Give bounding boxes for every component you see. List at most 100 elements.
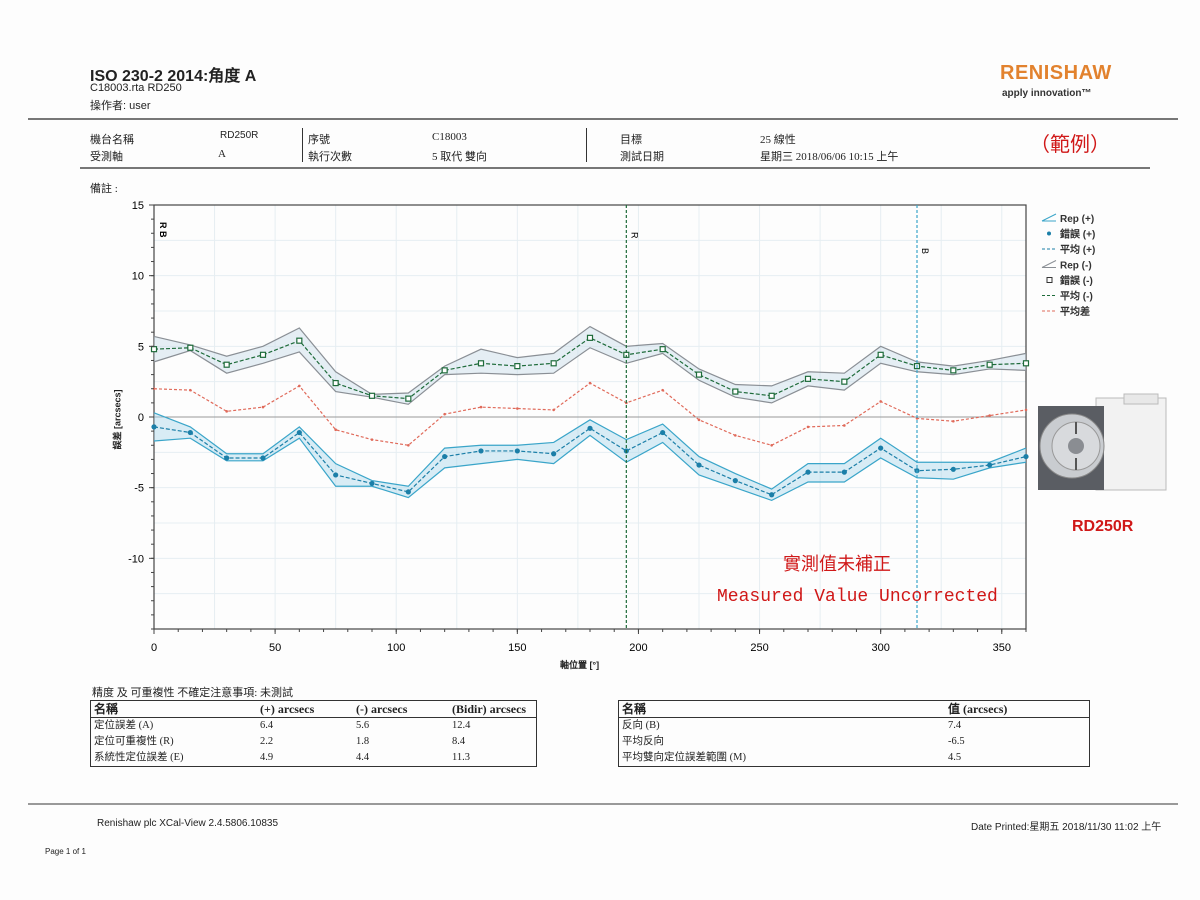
date-label: 測試日期 (620, 151, 664, 163)
col-header-plus: (+) arcsecs (257, 701, 353, 718)
marker-label: R (629, 232, 639, 239)
data-point (695, 371, 703, 378)
data-point (877, 351, 884, 358)
col-header-value: 值 (arcsecs) (945, 701, 1089, 718)
row-name: 定位可重複性 (R) (94, 736, 174, 747)
x-tick-label: 250 (750, 642, 768, 654)
data-point (298, 384, 301, 388)
legend-label: 錯誤 (-) (1060, 274, 1093, 287)
info-divider (80, 167, 1150, 169)
cell: 4.9 (260, 752, 274, 763)
legend-label: 平均 (-) (1060, 290, 1093, 303)
chart-legend: Rep (+) 錯誤 (+) 平均 (+) Rep (-) 錯誤 (-) 平均 (-) 平均… (1041, 213, 1095, 318)
cell: 4.4 (356, 752, 370, 763)
data-point (296, 429, 302, 436)
data-point (441, 367, 448, 374)
x-tick-label: 50 (269, 642, 281, 654)
file-name: C18003.rta RD250 (90, 82, 182, 94)
row-name: 平均反向 (622, 736, 664, 747)
data-point (769, 492, 775, 498)
x-axis-label: 軸位置 [°] (560, 660, 600, 670)
data-point (150, 346, 158, 353)
legend-label: 錯誤 (+) (1060, 228, 1095, 241)
date-printed: Date Printed:星期五 2018/11/30 11:02 上午 (971, 822, 1162, 833)
data-point (697, 418, 701, 422)
data-point (514, 448, 520, 454)
data-point (659, 346, 666, 353)
legend-label: Rep (-) (1060, 261, 1092, 272)
data-point (477, 360, 485, 367)
legend-icon (1046, 277, 1053, 283)
x-tick-label: 100 (387, 642, 405, 654)
x-tick-label: 350 (993, 642, 1011, 654)
rep-band-edge (153, 412, 1027, 490)
x-tick-label: 0 (151, 642, 157, 654)
y-tick-label: 0 (138, 412, 144, 424)
data-point (768, 392, 775, 399)
chart-grid (153, 204, 1026, 630)
table-row: 系統性定位誤差 (E) 4.9 4.4 11.3 (91, 750, 536, 766)
legend-label: 平均差 (1060, 305, 1090, 318)
data-point (332, 379, 339, 387)
data-point (261, 405, 265, 409)
marker-label: B (920, 248, 930, 254)
data-point (950, 367, 957, 374)
accuracy-table: 名稱 (+) arcsecs (-) arcsecs (Bidir) arcse… (90, 700, 537, 767)
data-point (770, 443, 773, 447)
data-point (841, 378, 848, 385)
axis-value: A (218, 148, 226, 160)
data-point (479, 405, 483, 409)
data-point (734, 434, 737, 437)
serial-value: C18003 (432, 131, 467, 143)
cell: 2.2 (260, 736, 274, 747)
data-point (878, 445, 884, 451)
info-separator (302, 128, 303, 162)
cell: 12.4 (452, 720, 471, 731)
axis-label: 受測軸 (90, 151, 123, 163)
data-point (370, 438, 374, 441)
y-tick-label: 15 (132, 200, 144, 212)
operator: 操作者: user (90, 100, 151, 112)
remarks-label: 備註 : (90, 183, 118, 195)
footer-divider (28, 803, 1178, 805)
data-point (841, 469, 847, 475)
rep-band-edge (153, 347, 1027, 405)
rep-band (154, 412, 1026, 501)
rep-band (154, 326, 1026, 405)
col-header-bidir: (Bidir) arcsecs (449, 701, 536, 718)
data-point (988, 414, 991, 417)
target-value: 25 線性 (760, 134, 796, 146)
y-tick-label: 5 (138, 341, 144, 353)
cell: -6.5 (948, 736, 965, 747)
table-row: 反向 (B) 7.4 (619, 718, 1089, 735)
data-point (661, 388, 664, 392)
machine-value: RD250R (220, 130, 259, 141)
data-point (151, 424, 157, 430)
legend-icon (1047, 231, 1051, 236)
data-point (806, 425, 810, 429)
row-name: 定位誤差 (A) (94, 720, 154, 731)
date-value: 星期三 2018/06/06 10:15 上午 (760, 151, 899, 163)
header-divider (28, 118, 1178, 120)
software-version: Renishaw plc XCal-View 2.4.5806.10835 (97, 818, 279, 829)
col-header-name: 名稱 (619, 701, 945, 718)
rep-band-edge (153, 434, 1027, 502)
row-name: 系統性定位誤差 (E) (94, 752, 184, 763)
data-point (1022, 360, 1030, 367)
data-point (915, 417, 919, 420)
data-point (442, 453, 448, 460)
table-row: 平均雙向定位誤差範圍 (M) 4.5 (619, 750, 1089, 766)
rep-band-edge (153, 325, 1027, 395)
data-point (407, 443, 410, 447)
data-point (405, 489, 411, 495)
data-point (950, 466, 956, 472)
cell: 11.3 (452, 752, 470, 763)
product-label: RD250R (1072, 518, 1134, 535)
data-point (550, 360, 557, 367)
data-point (986, 361, 993, 368)
data-point (696, 462, 702, 468)
data-point (187, 429, 193, 436)
data-point (1023, 453, 1029, 460)
data-point (368, 392, 376, 399)
